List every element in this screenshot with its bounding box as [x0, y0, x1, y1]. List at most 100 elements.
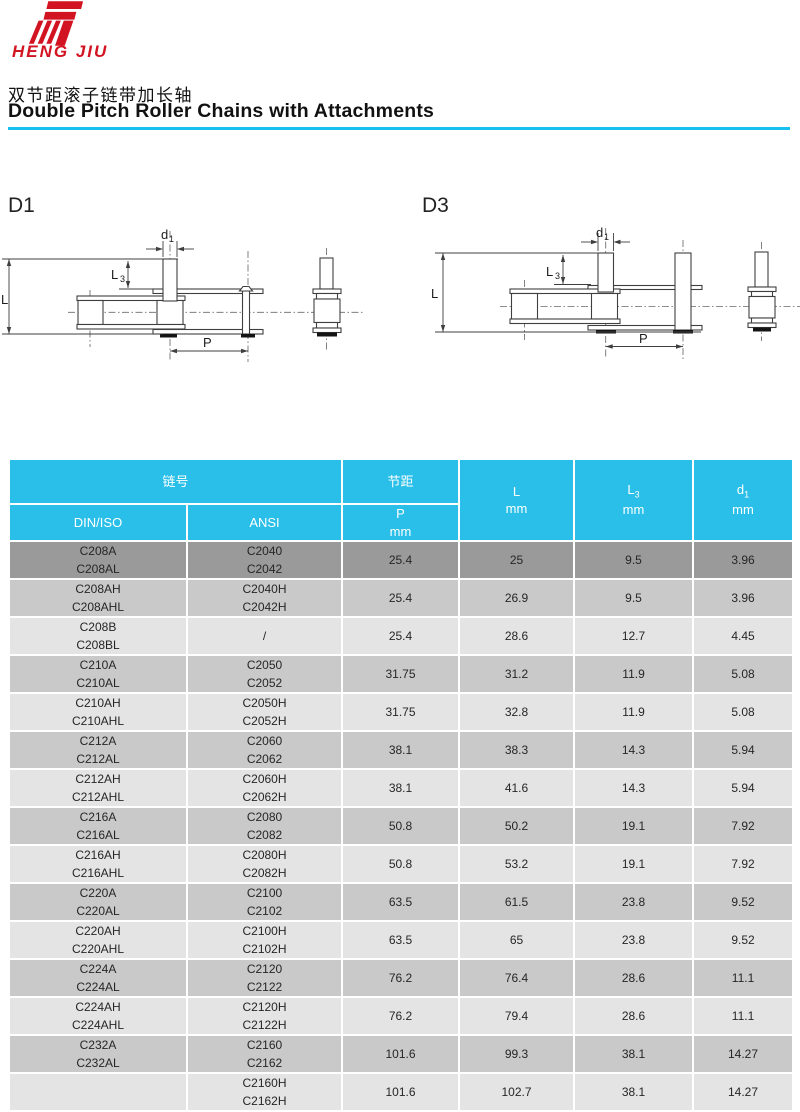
col-header-ansi: ANSI [185, 502, 344, 543]
table-row: C208AH C208AHL C2040H C2042H 25.4 26.9 9.5 3.… [8, 578, 795, 619]
cell-din-iso: C224AH C224AHL [8, 996, 188, 1037]
cell-d1: 14.27 [692, 1034, 795, 1075]
table-row: C224A C224AL C2120 C2122 76.2 76.4 28.6 11.1 [8, 958, 795, 999]
cell-pitch: 63.5 [341, 920, 461, 961]
cell-din-iso: C224A C224AL [8, 958, 188, 999]
cell-ansi: / [185, 616, 344, 657]
cell-din-iso: C212A C212AL [8, 730, 188, 771]
d1-dim-d1-sub: 1 [169, 234, 174, 244]
chain-table-body: C208A C208AL C2040 C2042 25.4 25 9.5 3.96 C208… [8, 540, 795, 1112]
cell-l3: 23.8 [573, 920, 695, 961]
cell-pitch: 38.1 [341, 768, 461, 809]
d3-dim-L3-sub: 3 [555, 271, 560, 281]
cell-din-iso: C216AH C216AHL [8, 844, 188, 885]
cell-ansi: C2050 C2052 [185, 654, 344, 695]
cell-din-iso: C220A C220AL [8, 882, 188, 923]
cell-pitch: 38.1 [341, 730, 461, 771]
cell-l3: 9.5 [573, 540, 695, 581]
table-row: C208A C208AL C2040 C2042 25.4 25 9.5 3.96 [8, 540, 795, 581]
cell-din-iso: C220AH C220AHL [8, 920, 188, 961]
cell-d1: 5.08 [692, 654, 795, 695]
d1-pads [160, 332, 337, 338]
d1-dim-L3-base: L [111, 267, 118, 282]
col-header-d1: d1 mm [692, 457, 795, 543]
cell-l3: 11.9 [573, 692, 695, 733]
cell-l: 32.8 [458, 692, 576, 733]
cell-din-iso: C210A C210AL [8, 654, 188, 695]
page-title-english: Double Pitch Roller Chains with Attachme… [8, 100, 435, 122]
table-row: C220A C220AL C2100 C2102 63.5 61.5 23.8 9.52 [8, 882, 795, 923]
d1-dim-d1-base: d [161, 227, 168, 242]
cell-d1: 5.94 [692, 730, 795, 771]
diagram-d3-drawing: L L 3 d 1 P [431, 225, 800, 359]
cell-pitch: 50.8 [341, 806, 461, 847]
cell-d1: 3.96 [692, 578, 795, 619]
cell-l3: 38.1 [573, 1034, 695, 1075]
cell-l3: 11.9 [573, 654, 695, 695]
cell-pitch: 101.6 [341, 1034, 461, 1075]
cell-l: 50.2 [458, 806, 576, 847]
cell-ansi: C2160 C2162 [185, 1034, 344, 1075]
cell-ansi: C2160H C2162H [185, 1072, 344, 1112]
col-header-pitch: 节距 [341, 458, 461, 505]
col-header-din-iso: DIN/ISO [8, 502, 188, 543]
cell-din-iso [8, 1072, 188, 1112]
chain-table-header: 链号 节距 L mm L3 mm d1 mm DIN/ISO ANSI [7, 457, 795, 543]
brand-name: HENG JIU [12, 42, 109, 61]
d3-chain-side-view [509, 252, 703, 331]
cell-pitch: 76.2 [341, 996, 461, 1037]
cell-pitch: 25.4 [341, 540, 461, 581]
cell-l: 28.6 [458, 616, 576, 657]
cell-ansi: C2120 C2122 [185, 958, 344, 999]
d3-dim-L: L [431, 286, 438, 301]
col-header-l: L mm [458, 457, 576, 543]
d1-pin-end-view [312, 257, 342, 334]
cell-din-iso: C232A C232AL [8, 1034, 188, 1075]
cell-l: 25 [458, 540, 576, 581]
cell-pitch: 50.8 [341, 844, 461, 885]
cell-l3: 19.1 [573, 844, 695, 885]
cell-d1: 4.45 [692, 616, 795, 657]
cell-pitch: 25.4 [341, 578, 461, 619]
table-row: C210AH C210AHL C2050H C2052H 31.75 32.8 11.9… [8, 692, 795, 733]
cell-din-iso: C208A C208AL [8, 540, 188, 581]
d3-arrowheads [440, 239, 683, 349]
cell-ansi: C2060 C2062 [185, 730, 344, 771]
cell-ansi: C2040H C2042H [185, 578, 344, 619]
cell-ansi: C2060H C2062H [185, 768, 344, 809]
table-row: C216A C216AL C2080 C2082 50.8 50.2 19.1 7.92 [8, 806, 795, 847]
cell-l: 99.3 [458, 1034, 576, 1075]
cell-l3: 9.5 [573, 578, 695, 619]
cell-ansi: C2100 C2102 [185, 882, 344, 923]
cell-l: 65 [458, 920, 576, 961]
d3-dim-d1-sub: 1 [604, 232, 609, 242]
cell-d1: 14.27 [692, 1072, 795, 1112]
cell-l: 102.7 [458, 1072, 576, 1112]
col-header-chain-no: 链号 [7, 458, 344, 505]
table-row: C232A C232AL C2160 C2162 101.6 99.3 38.1 14.2… [8, 1034, 795, 1075]
cell-l: 79.4 [458, 996, 576, 1037]
cell-pitch: 101.6 [341, 1072, 461, 1112]
cell-d1: 7.92 [692, 844, 795, 885]
d3-dim-P: P [639, 331, 648, 346]
d3-pin-end-view [747, 251, 777, 329]
cell-d1: 7.92 [692, 806, 795, 847]
d1-dim-P: P [203, 335, 212, 350]
cell-l3: 12.7 [573, 616, 695, 657]
cell-l: 41.6 [458, 768, 576, 809]
cell-din-iso: C210AH C210AHL [8, 692, 188, 733]
cell-ansi: C2080 C2082 [185, 806, 344, 847]
table-row: C208B C208BL/25.4 28.6 12.7 4.45 [8, 616, 795, 657]
table-row: C2160H C2162H 101.6 102.7 38.1 14.27 [8, 1072, 795, 1112]
cell-d1: 9.52 [692, 920, 795, 961]
cell-l3: 14.3 [573, 768, 695, 809]
cell-l3: 28.6 [573, 958, 695, 999]
cell-l3: 14.3 [573, 730, 695, 771]
table-row: C220AH C220AHL C2100H C2102H 63.5 65 23.8 9.5… [8, 920, 795, 961]
table-row: C210A C210AL C2050 C2052 31.75 31.2 11.9 5.08 [8, 654, 795, 695]
cell-din-iso: C208B C208BL [8, 616, 188, 657]
d3-dim-d1-base: d [596, 225, 603, 240]
cell-ansi: C2120H C2122H [185, 996, 344, 1037]
cell-ansi: C2100H C2102H [185, 920, 344, 961]
